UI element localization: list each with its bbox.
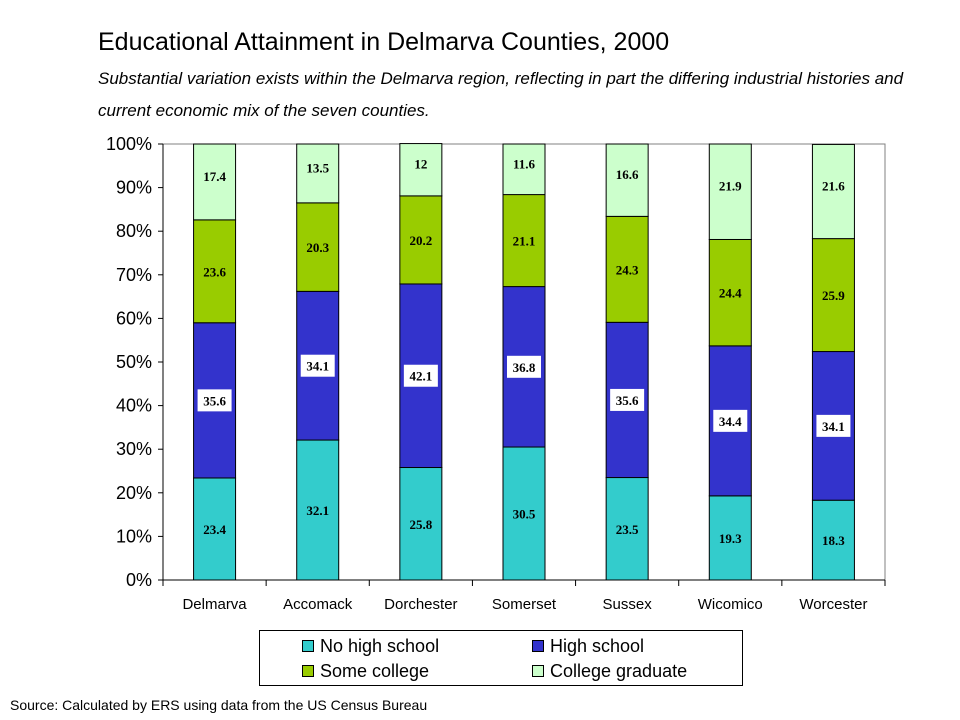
bar-stack-sussex: 23.5 35.6 24.3 16.6	[605, 143, 649, 581]
x-tick-label: Somerset	[492, 596, 557, 613]
data-label: 18.3	[822, 533, 845, 548]
y-tick-label: 0%	[126, 570, 152, 590]
data-label: 42.1	[409, 369, 432, 384]
data-label: 11.6	[513, 156, 536, 171]
data-label: 23.5	[616, 522, 639, 537]
data-label: 34.4	[719, 414, 742, 429]
data-label-bg	[507, 355, 541, 378]
data-label: 24.3	[616, 262, 639, 277]
y-tick-label: 50%	[116, 352, 152, 372]
bar-segment	[296, 202, 340, 292]
data-label: 12	[414, 157, 427, 172]
data-label: 21.9	[719, 179, 742, 194]
data-label-bg	[713, 409, 748, 432]
bar-stack-worcester: 18.3 34.1 25.9 21.6	[811, 143, 855, 581]
data-label: 30.5	[513, 507, 536, 522]
legend-swatch	[532, 640, 544, 652]
data-label: 24.4	[719, 286, 742, 301]
legend-label: High school	[550, 635, 645, 656]
bar-segment	[502, 194, 546, 288]
bar-segment	[811, 143, 855, 240]
bars-layer: 23.4 35.6 23.6 17.4 32.1 34.1 20.3 13.5 25.8 42.1…	[193, 143, 855, 581]
data-label: 32.1	[306, 503, 329, 518]
bar-segment	[811, 238, 855, 353]
bar-segment	[708, 495, 752, 581]
legend-label: College graduate	[550, 660, 688, 681]
data-label: 21.1	[513, 234, 536, 249]
data-label: 36.8	[513, 360, 536, 375]
legend-swatch	[532, 665, 544, 677]
data-label: 19.3	[719, 531, 742, 546]
legend-label: Some college	[320, 660, 430, 681]
x-tick-label: Sussex	[603, 596, 653, 613]
data-label-bg	[816, 414, 851, 437]
bar-segment	[502, 143, 546, 196]
x-tick-label: Wicomico	[698, 596, 763, 613]
x-tick-label: Delmarva	[182, 596, 247, 613]
y-tick-label: 30%	[116, 439, 152, 459]
bar-segment	[708, 238, 752, 347]
data-label: 16.6	[616, 167, 639, 182]
y-tick-label: 40%	[116, 396, 152, 416]
data-label: 25.8	[409, 517, 432, 532]
axis-layer: 0% 10% 20% 30% 40% 50% 60% 70% 80% 90% 100% Delmarv…	[106, 134, 886, 613]
y-tick-label: 20%	[116, 483, 152, 503]
legend-swatch	[302, 665, 314, 677]
y-tick-label: 90%	[116, 178, 152, 198]
legend: No high school High school Some college …	[259, 630, 743, 686]
legend-item-college-graduate: College graduate	[532, 659, 687, 683]
y-tick-label: 70%	[116, 265, 152, 285]
data-label: 17.4	[203, 169, 226, 184]
x-tick-label: Worcester	[799, 596, 867, 613]
bar-stack-somerset: 30.5 36.8 21.1 11.6	[502, 143, 546, 581]
legend-item-some-college: Some college	[302, 659, 429, 683]
data-label: 23.4	[203, 522, 226, 537]
data-label: 25.9	[822, 288, 845, 303]
data-label-bg	[610, 388, 645, 411]
chart-subtitle: Substantial variation exists within the …	[98, 69, 904, 120]
data-label-bg	[300, 354, 335, 377]
x-tick-label: Dorchester	[384, 596, 457, 613]
bar-stack-accomack: 32.1 34.1 20.3 13.5	[296, 143, 340, 581]
data-label: 21.6	[822, 179, 845, 194]
legend-label: No high school	[320, 635, 440, 656]
x-tick-label: Accomack	[283, 596, 353, 613]
legend-item-high-school: High school	[532, 634, 644, 658]
legend-item-no-high-school: No high school	[302, 634, 439, 658]
data-label: 35.6	[616, 393, 639, 408]
y-tick-label: 60%	[116, 308, 152, 328]
bar-segment	[296, 143, 340, 204]
bar-segment	[811, 499, 855, 581]
data-label: 34.1	[822, 419, 845, 434]
bar-segment	[399, 143, 443, 197]
data-label: 34.1	[306, 359, 329, 374]
source-note: Source: Calculated by ERS using data fro…	[10, 697, 428, 713]
data-label-bg	[197, 389, 232, 412]
y-tick-label: 80%	[116, 221, 152, 241]
data-label-bg	[403, 364, 438, 387]
data-label: 20.2	[409, 233, 432, 248]
bar-stack-wicomico: 19.3 34.4 24.4 21.9	[708, 143, 752, 581]
bar-segment	[708, 143, 752, 240]
bar-segment	[399, 195, 443, 285]
data-label: 35.6	[203, 393, 226, 408]
legend-swatch	[302, 640, 314, 652]
bar-stack-delmarva: 23.4 35.6 23.6 17.4	[193, 143, 237, 581]
y-tick-label: 10%	[116, 526, 152, 546]
data-label: 23.6	[203, 264, 226, 279]
bar-segment	[399, 467, 443, 581]
bar-segment	[193, 143, 237, 221]
bar-segment	[605, 143, 649, 217]
data-label: 20.3	[306, 240, 329, 255]
bar-stack-dorchester: 25.8 42.1 20.2 12	[399, 143, 443, 581]
stacked-bar-chart: 23.4 35.6 23.6 17.4 32.1 34.1 20.3 13.5 25.8 42.1…	[106, 134, 886, 613]
data-label: 13.5	[306, 160, 329, 175]
y-tick-label: 100%	[106, 134, 152, 154]
bar-segment	[605, 215, 649, 323]
chart-title: Educational Attainment in Delmarva Count…	[98, 28, 670, 56]
